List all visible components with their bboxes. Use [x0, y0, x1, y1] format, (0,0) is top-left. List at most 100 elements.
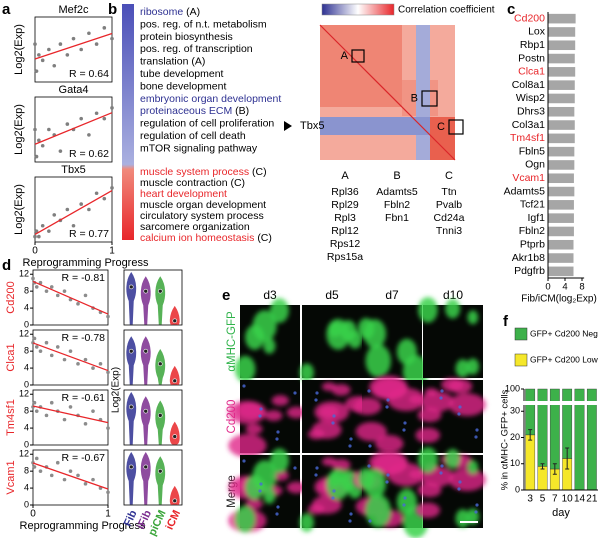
go-term-name: proteinaceous ECM [140, 105, 232, 117]
median-dot [128, 284, 134, 290]
panel-label: c [507, 1, 515, 18]
x-tick-label: 0 [545, 282, 550, 293]
day-label: d10 [443, 288, 463, 302]
median-dot [128, 404, 134, 410]
nucleus [368, 519, 372, 523]
gfp-signal [396, 338, 417, 365]
gfp-signal [418, 297, 438, 323]
plot-frame [34, 16, 113, 83]
micrograph-signal [228, 448, 306, 533]
point [44, 413, 49, 418]
go-term-name: protein biosynthesis [140, 31, 233, 43]
trend-line [34, 112, 113, 145]
nucleus [458, 405, 462, 409]
y-tick-label: 8 [24, 466, 29, 476]
trend-line [32, 342, 109, 372]
point [55, 293, 60, 298]
gene-name: Rpl12 [331, 225, 359, 237]
x-tick-label: 0 [32, 246, 38, 257]
go-term: muscle organ development [140, 199, 266, 211]
go-term-name: ribosome [140, 6, 183, 18]
gfp-signal [365, 344, 391, 378]
point [49, 285, 54, 289]
go-term-name: pos. reg. of transcription [140, 43, 253, 55]
violin-body [140, 336, 151, 385]
plot-title: Gata4 [59, 84, 89, 96]
point [33, 42, 37, 46]
cluster-box-label: C [437, 121, 445, 133]
cd200-signal [271, 395, 290, 406]
go-term-name: sarcomere organization [140, 221, 250, 233]
y-axis-label: Log2(Exp) [13, 184, 25, 235]
median-dot [172, 318, 178, 324]
gene-name: Rpl29 [331, 199, 359, 211]
panel-label: d [2, 257, 11, 274]
gfp-signal [252, 460, 277, 492]
point [83, 482, 88, 486]
nucleus [385, 405, 389, 409]
point [38, 349, 43, 353]
cd200-signal [321, 382, 337, 391]
point [87, 133, 91, 137]
point [32, 400, 37, 405]
nucleus [367, 464, 371, 468]
violin-body [140, 276, 151, 325]
median-dot [172, 498, 178, 504]
nucleus [293, 466, 297, 470]
point [34, 285, 39, 289]
bar [548, 53, 575, 64]
point [102, 116, 107, 121]
go-term: tube development [140, 68, 224, 80]
cd200-signal [448, 393, 486, 417]
nucleus [402, 428, 406, 432]
cd200-signal [307, 504, 325, 515]
violin-body [155, 348, 166, 385]
point [91, 477, 95, 482]
bar [548, 133, 575, 144]
violin-body [155, 400, 166, 445]
y-axis-label: Vcam1 [5, 460, 17, 494]
gene-label: Col8a1 [512, 79, 545, 91]
cd200-signal [417, 482, 442, 498]
plot-frame [34, 176, 113, 243]
cd200-signal [245, 423, 263, 435]
gfp-signal [467, 460, 479, 475]
cd200-signal [237, 402, 266, 420]
correlation-label: R = -0.67 [62, 452, 106, 464]
cluster-box-label: B [411, 92, 418, 104]
point [49, 473, 54, 478]
point [52, 63, 57, 68]
panel-label: b [108, 1, 117, 18]
nucleus [457, 412, 461, 416]
violin-body [169, 365, 180, 385]
point [34, 345, 39, 349]
nucleus [259, 482, 263, 486]
cluster-box [448, 119, 464, 135]
bar [548, 239, 574, 250]
violin-body [169, 421, 180, 445]
gfp-signal [365, 494, 391, 528]
nucleus [386, 398, 390, 402]
trend-line [34, 32, 113, 60]
gfp-signal [455, 509, 470, 528]
micrograph-signal [418, 297, 480, 378]
violin-body [140, 396, 151, 445]
violin-body [126, 452, 137, 505]
median-dot [157, 288, 163, 294]
gene-label: Ogn [525, 159, 545, 171]
gfp-signal [269, 298, 289, 323]
go-term-tag: (B) [235, 105, 249, 117]
marker-label: Tbx5 [300, 120, 324, 132]
median-dot [157, 413, 163, 418]
point [34, 154, 39, 159]
nucleus [276, 505, 280, 509]
cd200-signal [353, 397, 382, 415]
gfp-signal [467, 310, 479, 325]
go-term: translation (A) [140, 55, 205, 67]
correlation-label: R = 0.64 [69, 68, 109, 80]
point [62, 289, 67, 293]
point [102, 196, 107, 201]
nucleus [332, 414, 336, 418]
x-tick-label: 1 [105, 509, 111, 520]
